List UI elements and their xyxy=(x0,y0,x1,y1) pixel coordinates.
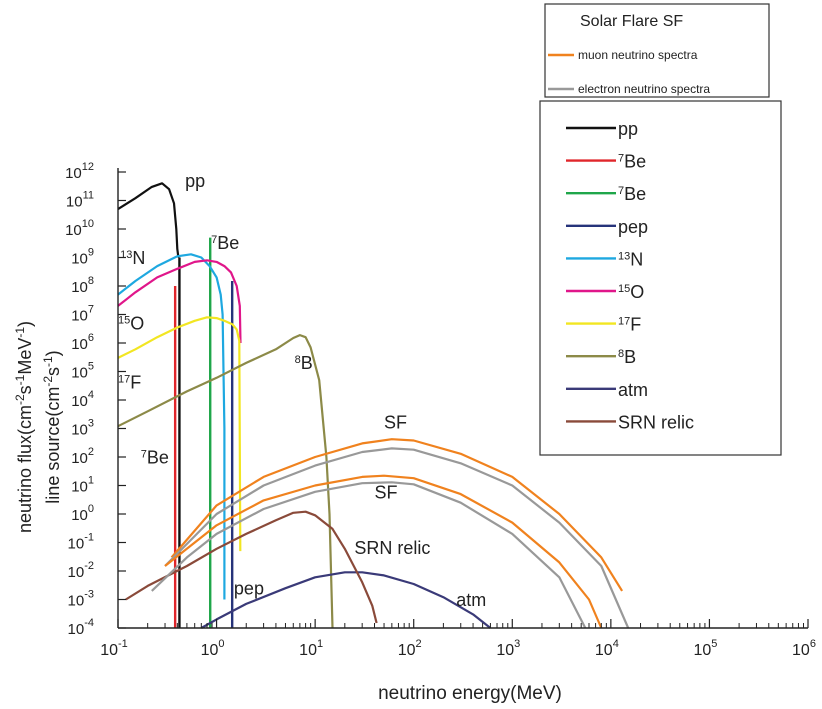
solar-flare-legend-label: electron neutrino spectra xyxy=(578,82,710,96)
solar-flare-legend-title: Solar Flare SF xyxy=(580,13,683,30)
axes: 10-1 100 101 102 103 104 105 106 10-4 10-3 10-2 10-… xyxy=(65,161,816,659)
y-tick-label: 103 xyxy=(71,418,94,439)
y-tick-label: 10-2 xyxy=(68,560,94,581)
source-legend-label: pp xyxy=(618,119,638,139)
annotation-6: 7Be xyxy=(141,447,169,467)
solar-flare-legend: Solar Flare SF muon neutrino spectra elect… xyxy=(544,3,770,98)
series-sf-muon-lower xyxy=(164,474,603,629)
y-tick-label: 100 xyxy=(71,503,94,524)
curve-annotations: pp 7Be 13N 15O 17F 8B 7Be SF SF SRN relic pep atm xyxy=(118,171,486,610)
x-tick-label: 105 xyxy=(693,638,717,659)
annotation-0: pp xyxy=(185,171,205,191)
y-tick-label: 10-3 xyxy=(68,589,94,610)
y-tick-label: 104 xyxy=(71,389,94,410)
solar-flare-legend-box xyxy=(544,3,770,98)
y-tick-label: 107 xyxy=(71,304,94,325)
source-legend: pp 7Be 7Be pep 13N 15O 17F 8B atm SRN relic xyxy=(539,100,782,456)
source-legend-label: 13N xyxy=(618,249,643,269)
x-tick-label: 102 xyxy=(398,638,422,659)
y-tick-label: 108 xyxy=(71,275,94,296)
series-17f xyxy=(117,316,242,552)
x-tick-label: 100 xyxy=(201,638,225,659)
source-legend-label: SRN relic xyxy=(618,412,694,432)
y-tick-label: 101 xyxy=(71,475,94,496)
source-legend-label: 15O xyxy=(618,282,644,302)
y-tick-label: 106 xyxy=(71,332,94,353)
x-tick-label: 101 xyxy=(299,638,323,659)
annotation-8: SF xyxy=(374,482,397,502)
series-atm xyxy=(200,571,492,629)
y-tick-label: 102 xyxy=(71,446,94,467)
x-tick-label: 106 xyxy=(792,638,816,659)
y-tick-label: 1011 xyxy=(66,190,94,211)
source-legend-label: 7Be xyxy=(618,152,646,172)
x-tick-label: 103 xyxy=(496,638,520,659)
solar-flare-legend-label: muon neutrino spectra xyxy=(578,48,698,62)
y-tick-label: 10-4 xyxy=(68,617,94,638)
y-tick-label: 105 xyxy=(71,361,94,382)
y-tick-label: 1012 xyxy=(65,161,94,182)
annotation-1: 7Be xyxy=(211,233,239,253)
source-legend-label: atm xyxy=(618,380,648,400)
series-sf-electron-upper xyxy=(164,447,630,629)
x-axis-label: neutrino energy(MeV) xyxy=(378,683,562,704)
y-axis-label-line-source: line source(cm-2s-1) xyxy=(41,350,63,503)
series-sf-muon-upper xyxy=(170,438,624,592)
series-srn-relic xyxy=(125,510,378,624)
annotation-11: atm xyxy=(456,590,486,610)
series-sf-electron-lower xyxy=(151,481,587,629)
annotation-7: SF xyxy=(384,413,407,433)
annotation-4: 17F xyxy=(118,373,141,393)
y-tick-label: 109 xyxy=(71,247,94,268)
annotation-9: SRN relic xyxy=(354,538,430,558)
y-axis-label-flux: neutrino flux(cm-2s-1MeV-1) xyxy=(13,321,35,533)
annotation-5: 8B xyxy=(295,353,313,373)
source-legend-label: 7Be xyxy=(618,184,646,204)
series-15o xyxy=(117,259,242,344)
series-13n xyxy=(117,253,226,600)
source-legend-label: 8B xyxy=(618,347,636,367)
x-tick-label: 104 xyxy=(595,638,619,659)
annotation-3: 15O xyxy=(118,313,144,333)
y-tick-label: 10-1 xyxy=(68,532,94,553)
annotation-2: 13N xyxy=(120,248,145,268)
annotation-10: pep xyxy=(234,578,264,598)
series-pp xyxy=(117,182,180,258)
spectra-series xyxy=(117,182,630,629)
x-tick-label: 10-1 xyxy=(100,638,128,659)
source-legend-label: pep xyxy=(618,217,648,237)
y-tick-label: 1010 xyxy=(65,218,94,239)
source-legend-label: 17F xyxy=(618,315,641,335)
series-8b xyxy=(117,334,334,629)
source-legend-box xyxy=(539,100,782,456)
